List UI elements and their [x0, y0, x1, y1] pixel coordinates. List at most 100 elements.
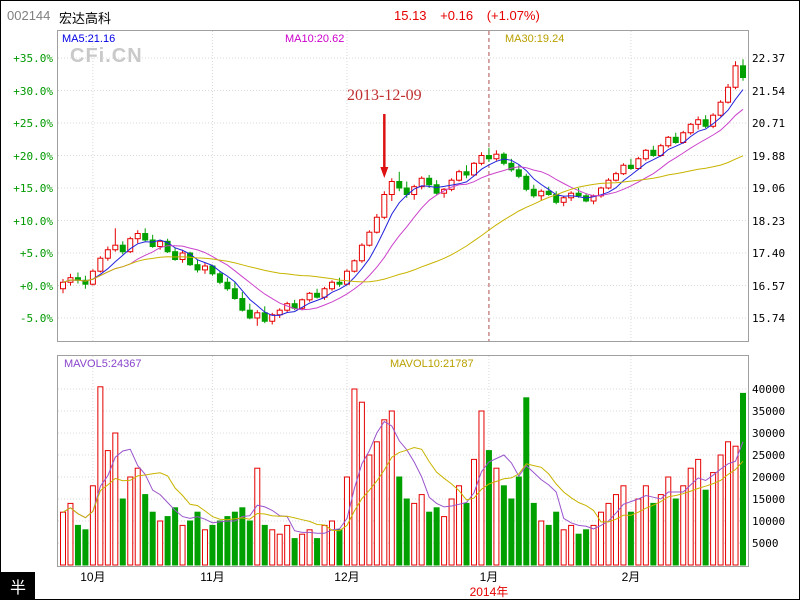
candle-body: [710, 114, 717, 127]
volume-bar: [314, 538, 321, 566]
candle-body: [187, 252, 194, 266]
candle-body: [381, 194, 388, 218]
candlestick-chart: [58, 31, 748, 341]
volume-bar: [590, 524, 597, 566]
volume-panel: MAVOL5:24367 MAVOL10:21787: [57, 355, 749, 567]
candle-body: [366, 231, 373, 246]
volume-bar: [284, 524, 291, 566]
site-logo: 半: [1, 572, 35, 599]
pct-axis-tick: +15.0%: [13, 182, 53, 195]
price-axis-tick: 18.23: [752, 214, 786, 228]
volume-bar: [500, 485, 507, 566]
volume-bar: [164, 516, 171, 566]
candle-body: [127, 238, 134, 253]
volume-bar: [672, 498, 679, 566]
volume-bar: [687, 467, 694, 566]
volume-bar: [740, 392, 746, 566]
volume-bar: [583, 529, 590, 566]
price-axis-tick: 21.54: [752, 84, 786, 98]
candle-body: [456, 171, 463, 181]
candle-body: [172, 251, 179, 260]
ma30-line: [62, 155, 744, 283]
month-label: 10月: [80, 570, 106, 584]
candle-body: [717, 101, 724, 116]
volume-bar: [291, 538, 298, 566]
volume-bar: [216, 520, 223, 566]
volume-axis-tick: 20000: [752, 471, 786, 484]
price-panel: CFi.CN 2013-12-09 MA5:21.16 MA10:20.62 MA3…: [57, 30, 749, 342]
candle-body: [672, 136, 679, 144]
candle-body: [695, 119, 702, 125]
annotation-date: 2013-12-09: [346, 87, 422, 104]
volume-bar: [299, 533, 306, 566]
candle-body: [605, 179, 612, 189]
volume-bar: [710, 472, 717, 566]
volume-bar: [411, 502, 418, 566]
volume-bar: [157, 520, 164, 566]
candle-body: [329, 281, 336, 290]
candle-body: [157, 240, 164, 248]
price-axis-tick: 22.37: [752, 52, 786, 65]
ma5-label: MA5:21.16: [62, 33, 116, 45]
candle-body: [642, 149, 649, 160]
volume-bar: [187, 520, 194, 566]
candle-body: [314, 292, 321, 298]
pct-axis-tick: +30.0%: [13, 84, 53, 98]
candle-body: [112, 244, 119, 251]
stock-code: 002144: [7, 8, 51, 23]
volume-bar: [627, 511, 634, 566]
volume-bar: [306, 529, 313, 566]
candle-body: [299, 299, 306, 309]
volume-bar: [553, 511, 560, 566]
year-label: 2014年: [469, 585, 509, 599]
candle-body: [627, 164, 634, 169]
candle-body: [740, 65, 746, 78]
stock-name: 宏达高科: [59, 11, 112, 26]
volume-axis-tick: 40000: [752, 383, 786, 396]
pct-axis-tick: +35.0%: [13, 52, 53, 65]
pct-axis-tick: +25.0%: [13, 117, 53, 130]
volume-bar: [321, 524, 328, 566]
volume-bar: [119, 498, 126, 566]
volume-bar: [441, 516, 448, 566]
candle-body: [725, 86, 732, 103]
candle-body: [358, 244, 365, 262]
volume-bar: [194, 511, 201, 566]
volume-bar: [351, 388, 358, 566]
volume-bar: [530, 502, 537, 566]
volume-bar: [89, 485, 96, 566]
volume-bar: [142, 494, 149, 566]
volume-bar: [209, 524, 216, 566]
candle-body: [470, 162, 477, 176]
candle-body: [426, 177, 433, 186]
price-axis-tick: 16.57: [752, 279, 786, 293]
candle-body: [231, 288, 238, 299]
pct-axis-tick: +0.0%: [19, 279, 53, 293]
month-label: 11月: [200, 570, 225, 584]
volume-bar: [642, 485, 649, 566]
volume-bar: [426, 511, 433, 566]
volume-bar: [388, 410, 395, 566]
volume-bar: [336, 529, 343, 566]
last-price: 15.13: [394, 8, 427, 23]
mavol5-label: MAVOL5:24367: [64, 358, 142, 370]
volume-bar: [545, 524, 552, 566]
volume-bar: [329, 520, 336, 566]
candle-body: [97, 257, 104, 272]
pct-axis-tick: -5.0%: [19, 312, 53, 325]
price-axis-tick: 17.40: [752, 247, 786, 260]
volume-bar: [127, 476, 134, 566]
candle-body: [523, 175, 530, 190]
mavol10-line: [62, 446, 744, 532]
volume-bar: [680, 485, 687, 566]
volume-bar: [239, 507, 246, 566]
month-label: 1月: [479, 570, 499, 584]
candle-body: [351, 260, 358, 272]
month-label: 2月: [621, 570, 641, 584]
mavol10-label: MAVOL10:21787: [390, 358, 474, 370]
candle-body: [104, 249, 111, 259]
pct-axis-tick: +10.0%: [13, 214, 53, 228]
volume-axis-tick: 30000: [752, 427, 786, 440]
volume-axis-tick: 10000: [752, 515, 786, 528]
volume-bar: [717, 454, 724, 566]
